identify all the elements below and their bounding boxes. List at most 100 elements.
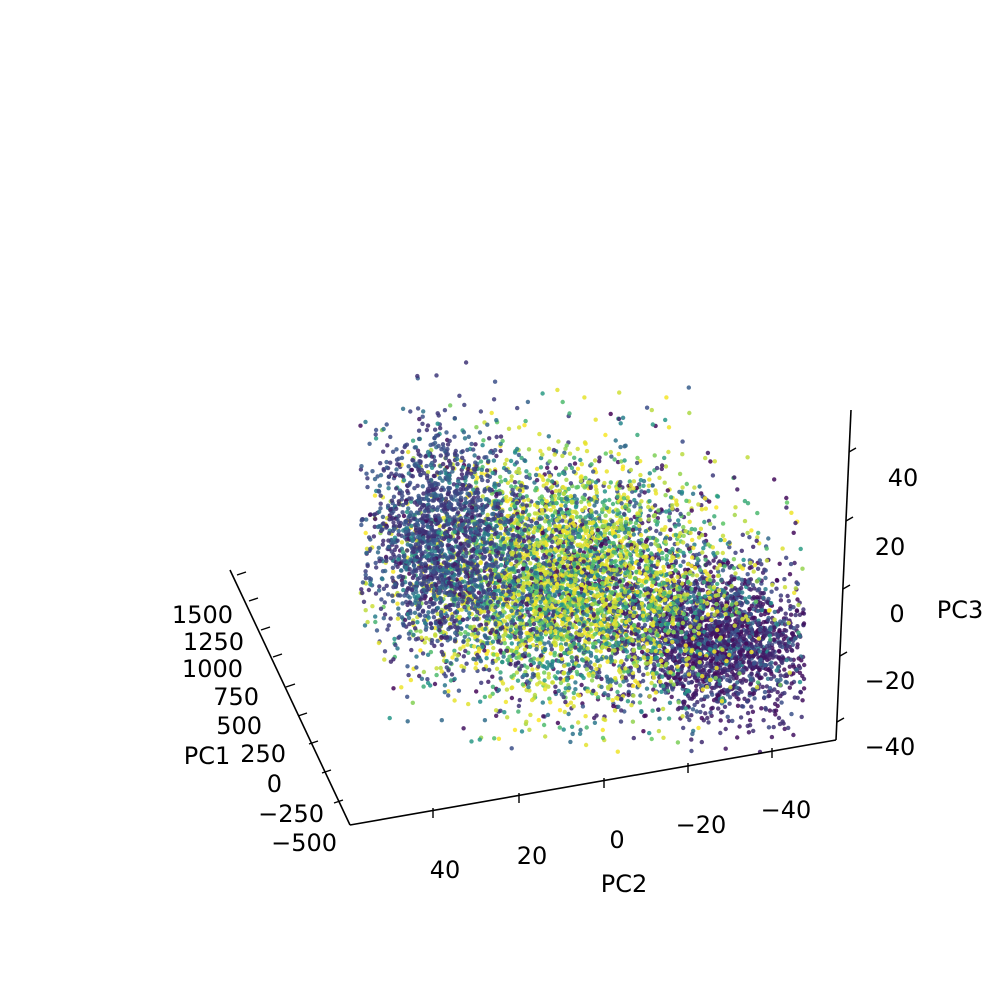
scatter-point: [646, 635, 651, 640]
scatter-point: [554, 676, 559, 681]
scatter-point: [722, 704, 728, 709]
scatter-point: [593, 417, 598, 422]
scatter-point: [722, 564, 727, 569]
scatter-point: [704, 684, 710, 690]
scatter-point: [682, 574, 687, 579]
scatter-point: [778, 606, 783, 611]
scatter-point: [659, 658, 664, 663]
scatter-point: [395, 616, 401, 621]
scatter-point: [735, 735, 740, 740]
scatter-point: [670, 639, 675, 645]
scatter-point: [697, 660, 702, 665]
scatter-point: [709, 706, 714, 711]
scatter-point: [721, 588, 726, 593]
scatter-point: [773, 712, 778, 717]
scatter-point: [762, 663, 768, 668]
scatter-point: [421, 684, 426, 689]
scatter-point: [731, 692, 736, 697]
scatter-point: [504, 687, 510, 692]
scatter-point: [561, 727, 566, 732]
scatter-point: [466, 701, 471, 707]
scatter-point: [751, 544, 756, 549]
scatter-point: [741, 634, 746, 639]
scatter-point: [631, 735, 636, 741]
scatter-point: [702, 519, 707, 525]
scatter-point: [512, 727, 518, 733]
scatter-point: [744, 628, 749, 634]
scatter-point: [683, 643, 688, 648]
scatter-point: [646, 504, 651, 510]
scatter-point: [491, 458, 497, 463]
scatter-point: [663, 663, 668, 668]
scatter-point: [703, 694, 708, 699]
scatter-point: [773, 661, 778, 666]
scatter-point: [710, 692, 715, 697]
scatter-point: [758, 657, 763, 662]
scatter-point: [778, 673, 783, 678]
scatter-point: [676, 522, 681, 527]
scatter-point: [754, 538, 759, 543]
scatter-point: [745, 699, 750, 704]
scatter-point: [763, 707, 769, 712]
scatter-point: [752, 696, 757, 701]
scatter-point: [795, 645, 800, 650]
scatter-point: [434, 672, 439, 678]
scatter-point: [666, 716, 672, 721]
scatter-point: [689, 555, 695, 560]
scatter-point: [718, 537, 723, 543]
scatter-point: [448, 661, 453, 666]
scatter-point: [560, 470, 565, 475]
scatter-point: [662, 480, 667, 485]
scatter-point: [725, 714, 730, 719]
scatter-point: [800, 566, 805, 571]
scatter-point: [793, 636, 798, 641]
scatter-point: [770, 582, 775, 588]
scatter-point: [720, 521, 726, 526]
scatter-point: [778, 593, 784, 598]
scatter-point: [778, 619, 783, 624]
scatter-point: [750, 709, 756, 714]
scatter-point: [462, 634, 467, 639]
scatter-point: [675, 574, 680, 580]
scatter-point: [608, 411, 613, 417]
scatter-point: [778, 643, 783, 649]
scatter-point: [722, 557, 727, 563]
scatter-point: [696, 591, 702, 597]
scatter-point: [720, 550, 725, 556]
scatter-point: [671, 611, 676, 617]
scatter-point: [702, 496, 708, 501]
scatter-point: [791, 605, 796, 610]
scatter-point: [536, 717, 541, 723]
scatter-point: [530, 674, 535, 680]
scatter-point: [779, 700, 784, 705]
scatter-point: [661, 735, 666, 740]
scatter-point: [615, 749, 620, 754]
scatter-point: [624, 555, 629, 560]
scatter-point: [761, 718, 766, 723]
scatter-point: [616, 704, 621, 709]
scatter-point: [610, 698, 615, 703]
scatter-point: [774, 577, 780, 583]
scatter-point: [744, 641, 749, 646]
scatter-point: [763, 672, 768, 677]
scatter-point: [455, 461, 460, 467]
scatter-point: [720, 670, 725, 675]
scatter-point: [773, 632, 778, 637]
scatter-point: [787, 664, 792, 669]
scatter-point: [391, 569, 396, 574]
scatter-point: [679, 598, 684, 603]
scatter-point: [767, 646, 772, 651]
scatter-point: [473, 442, 478, 447]
scatter-point: [767, 693, 772, 698]
scatter-point: [795, 695, 800, 700]
scatter-point: [734, 685, 739, 690]
scatter-point: [727, 695, 733, 700]
scatter-point: [710, 656, 715, 661]
scatter-point: [724, 658, 729, 664]
scatter-point: [723, 640, 728, 645]
scatter-point: [664, 395, 669, 400]
scatter-point: [519, 729, 525, 734]
scatter-point: [560, 399, 565, 405]
scatter-point: [698, 709, 703, 715]
scatter-points: [358, 360, 807, 755]
